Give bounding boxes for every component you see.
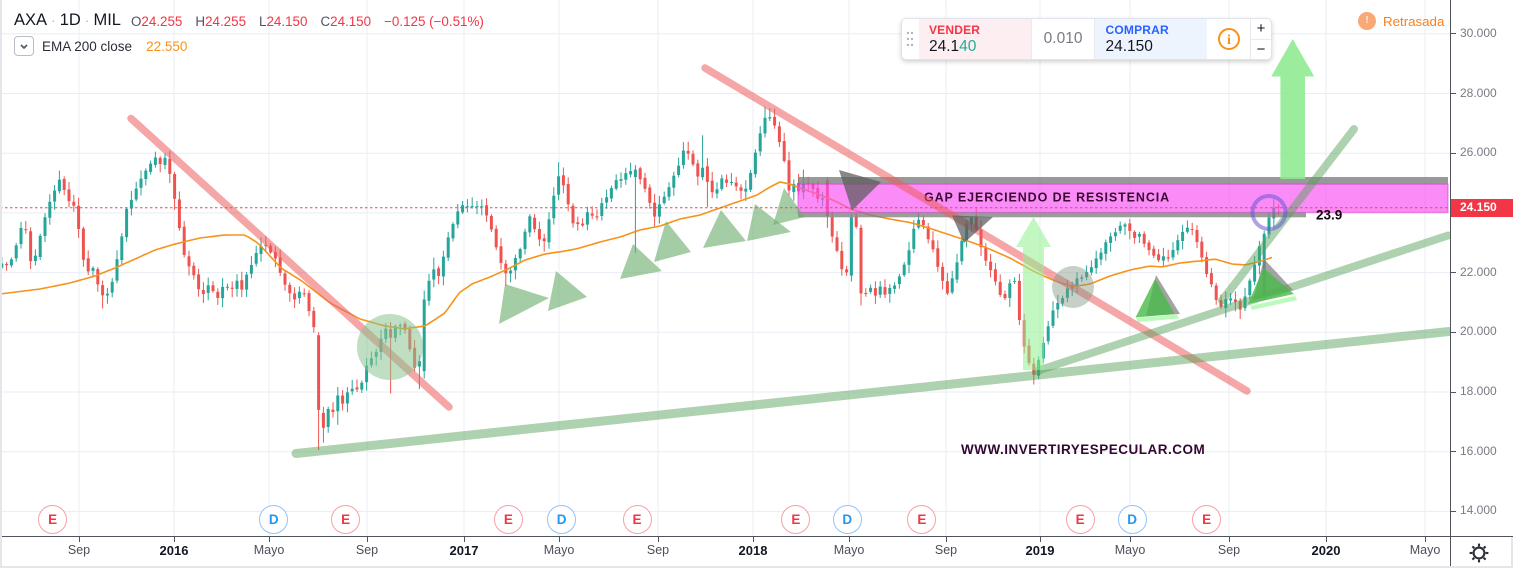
svg-text:23.9: 23.9 (1316, 208, 1342, 223)
svg-text:WWW.INVERTIRYESPECULAR.COM: WWW.INVERTIRYESPECULAR.COM (961, 442, 1205, 457)
svg-text:GAP EJERCIENDO DE RESISTENCIA: GAP EJERCIENDO DE RESISTENCIA (924, 191, 1170, 205)
svg-text:i: i (1227, 33, 1231, 48)
